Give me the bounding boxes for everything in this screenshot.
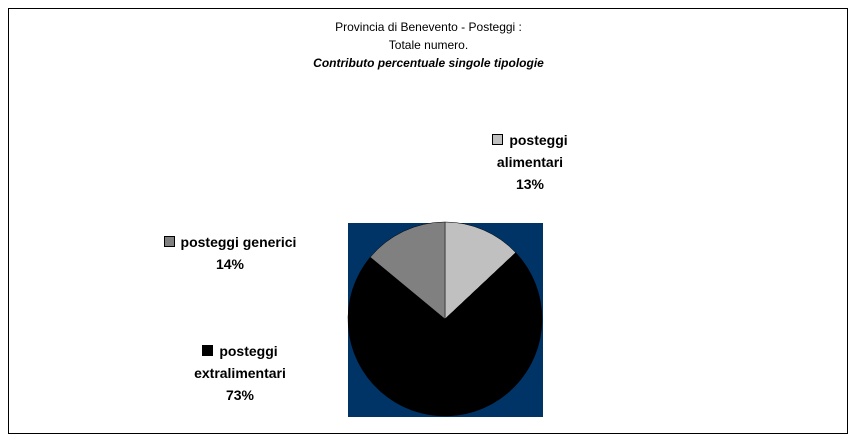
slice-name: posteggi alimentari [496,132,568,170]
slice-value: 14% [215,256,245,272]
pie-slice [444,221,517,320]
slice-value: 73% [225,387,255,403]
slice-label: posteggi extralimentari 73% [170,340,310,406]
slice-name: posteggi generici [180,234,297,250]
legend-swatch [492,134,504,145]
slice-label: posteggi alimentari 13% [470,129,590,195]
pie-slice [347,252,543,417]
chart-title: Totale numero. [388,38,469,52]
slice-name: posteggi extralimentari [194,343,286,381]
chart-title: Provincia di Benevento - Posteggi : [335,20,522,34]
legend-swatch [163,236,175,247]
pie-slice [369,221,446,320]
slice-label: posteggi generici 14% [140,231,320,275]
slice-value: 13% [515,176,545,192]
legend-swatch [202,345,214,356]
chart-subtitle: Contributo percentuale singole tipologie [313,56,544,70]
chart-frame [8,8,848,434]
